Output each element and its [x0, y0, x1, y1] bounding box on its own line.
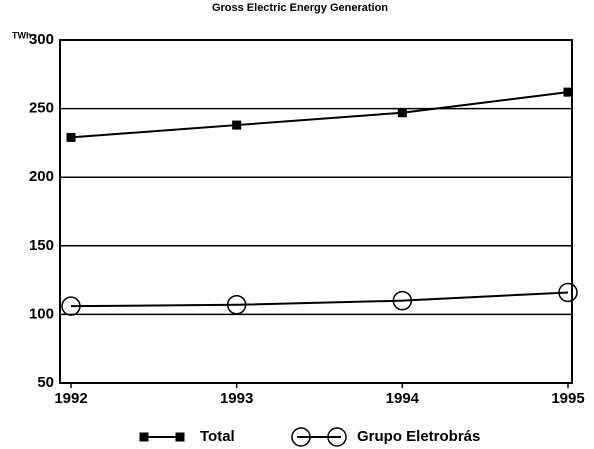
data-point	[61, 296, 81, 316]
plot-frame	[59, 39, 573, 384]
data-point	[66, 132, 76, 142]
legend-label: Grupo Eletrobrás	[357, 428, 480, 445]
data-point	[397, 108, 407, 118]
x-tick-label: 1994	[386, 390, 420, 407]
y-tick-label: 250	[29, 100, 54, 117]
x-tick-label: 1992	[54, 390, 87, 407]
data-point	[232, 120, 242, 130]
data-point	[392, 290, 413, 311]
y-tick-label: 150	[29, 237, 54, 254]
y-axis-label: TWh	[12, 30, 32, 40]
legend-marker	[175, 432, 185, 442]
legend-marker	[291, 427, 311, 447]
data-point	[563, 87, 573, 97]
y-tick-label: 100	[29, 305, 54, 322]
chart-title: Gross Electric Energy Generation	[212, 2, 388, 14]
series-line	[70, 91, 569, 139]
y-tick-label: 200	[29, 168, 54, 185]
series-line	[70, 291, 569, 308]
x-tick-label: 1995	[551, 390, 584, 407]
data-point	[558, 282, 578, 303]
legend-marker	[327, 427, 347, 447]
legend-marker	[139, 432, 149, 442]
x-tick-label: 1993	[220, 390, 253, 407]
legend-label: Total	[200, 428, 235, 445]
data-point	[226, 295, 247, 315]
y-tick-label: 50	[37, 374, 54, 391]
y-tick-label: 300	[29, 31, 54, 48]
